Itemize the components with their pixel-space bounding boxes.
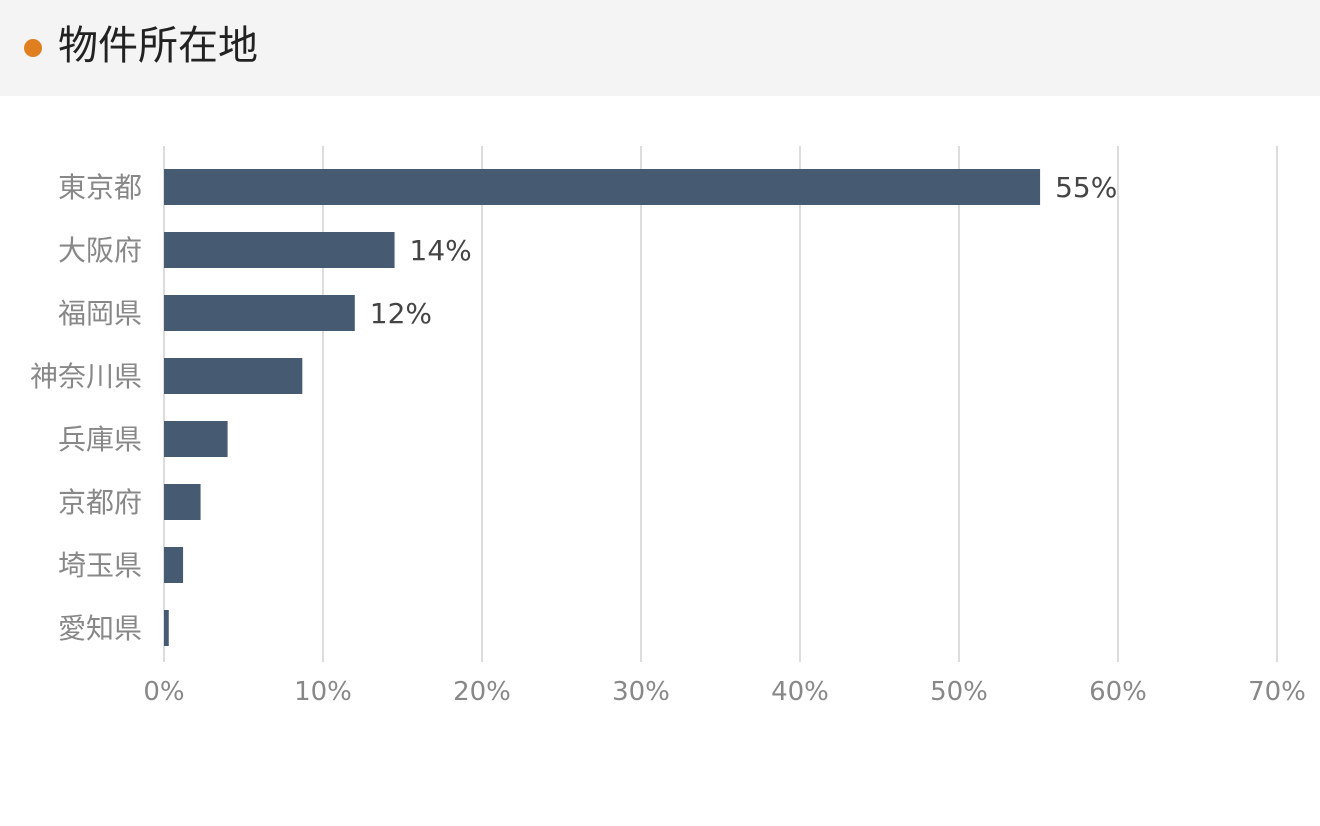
bar [164, 295, 355, 331]
bar [164, 547, 184, 583]
bar [164, 169, 1041, 205]
chart-header: 物件所在地 [0, 0, 1320, 96]
x-tick-label: 40% [771, 677, 829, 707]
data-label: 55% [1055, 171, 1117, 204]
data-label: 14% [410, 234, 472, 267]
bar [164, 232, 395, 268]
category-label: 福岡県 [58, 297, 142, 330]
category-label: 京都府 [58, 486, 142, 519]
category-label: 大阪府 [58, 234, 142, 267]
x-tick-label: 20% [453, 677, 511, 707]
x-tick-label: 0% [143, 677, 184, 707]
category-label: 愛知県 [58, 612, 142, 645]
x-tick-label: 30% [612, 677, 670, 707]
bars [164, 169, 1041, 646]
x-tick-label: 50% [930, 677, 988, 707]
tick-labels: 0% 10% 20% 30% 40% 50% 60% 70% [143, 677, 1306, 707]
x-tick-label: 70% [1248, 677, 1306, 707]
category-label: 東京都 [58, 171, 142, 204]
bar [164, 421, 228, 457]
chart-title: 物件所在地 [58, 23, 258, 69]
chart-area: 東京都大阪府福岡県神奈川県兵庫県京都府埼玉県愛知県 0% 10% 20% 30% 40%… [0, 96, 1320, 822]
category-label: 神奈川県 [30, 360, 142, 393]
bar [164, 484, 201, 520]
data-label: 12% [370, 297, 432, 330]
grid-lines [163, 146, 1278, 662]
x-tick-label: 60% [1089, 677, 1147, 707]
title-dot-icon [24, 39, 42, 57]
data-labels: 55% 14% 12% [370, 171, 1118, 330]
bar [164, 610, 169, 646]
category-label: 兵庫県 [58, 423, 142, 456]
category-label: 埼玉県 [58, 549, 142, 582]
bar [164, 358, 303, 394]
x-tick-label: 10% [294, 677, 352, 707]
